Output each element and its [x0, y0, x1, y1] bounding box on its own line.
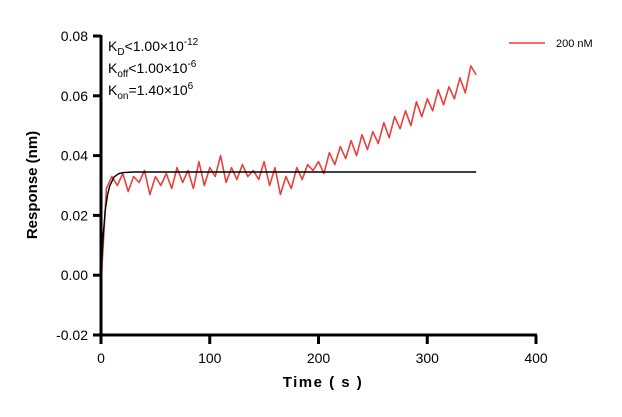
x-tick-label: 300 — [416, 350, 440, 366]
kinetics-annotation: KD<1.00×10-12 — [108, 37, 199, 58]
x-tick-label: 100 — [198, 350, 222, 366]
x-tick-label: 200 — [307, 350, 331, 366]
x-axis-label: Time ( s ) — [283, 374, 364, 391]
series-line-measured — [100, 65, 477, 285]
annotation-part: =1.40×10 — [128, 82, 187, 98]
series-line-fit — [100, 171, 477, 276]
annotation-part: K — [108, 38, 118, 54]
legend: 200 nM — [509, 38, 593, 50]
y-tick-label: -0.02 — [56, 327, 88, 343]
annotation-part: K — [108, 60, 118, 76]
kinetics-annotation: Koff<1.00×10-6 — [108, 59, 197, 80]
annotation-part: <1.00×10 — [125, 38, 184, 54]
annotation-part: <1.00×10 — [128, 60, 187, 76]
y-axis-label: Response (nm) — [24, 131, 41, 239]
y-tick-label: 0.08 — [61, 28, 88, 44]
y-tick-label: 0.02 — [61, 207, 88, 223]
x-tick-label: 400 — [524, 350, 548, 366]
series-group — [100, 65, 477, 285]
legend-label: 200 nM — [556, 38, 593, 50]
x-tick-label: 0 — [97, 350, 105, 366]
y-tick-label: 0.00 — [61, 267, 88, 283]
annotation-part: 6 — [188, 81, 194, 92]
y-tick-label: 0.04 — [61, 148, 88, 164]
annotation-part: -6 — [187, 59, 196, 70]
annotation-part: K — [108, 82, 118, 98]
axes: -0.02 0.00 0.02 0.04 0.06 0.08 0 100 200 300 400 — [56, 28, 548, 366]
annotation-part: off — [117, 69, 128, 80]
annotation-part: -12 — [184, 37, 199, 48]
annotation-part: D — [117, 47, 124, 58]
y-tick-label: 0.06 — [61, 88, 88, 104]
annotation-part: on — [117, 91, 128, 102]
kinetics-annotation: Kon=1.40×106 — [108, 81, 194, 102]
